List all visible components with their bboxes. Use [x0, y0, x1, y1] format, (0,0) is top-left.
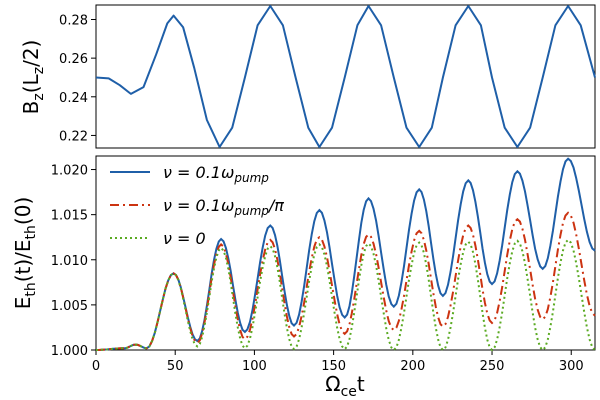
top-y-ticks: 0.22 0.24 0.26 0.28 — [59, 13, 96, 144]
bottom-y-tick-label: 1.020 — [51, 164, 88, 179]
bottom-plot-frame — [95, 155, 596, 351]
bottom-x-tick-label: 200 — [400, 359, 425, 374]
bottom-y-tick-label: 1.015 — [51, 209, 88, 224]
bz-series-line — [95, 5, 596, 148]
bottom-series-line-0 — [96, 157, 596, 351]
bottom-x-tick-label: 300 — [559, 359, 584, 374]
bottom-y-tick-label: 1.010 — [51, 254, 88, 269]
bottom-y-tick-label: 1.000 — [51, 344, 88, 359]
top-y-tick-label: 0.28 — [59, 13, 88, 28]
bottom-panel: 1.000 1.005 1.010 1.015 1.020 0 50 100 150 200 25… — [11, 155, 596, 400]
bottom-y-ticks: 1.000 1.005 1.010 1.015 1.020 — [51, 164, 96, 359]
bottom-x-tick-label: 50 — [167, 359, 184, 374]
bottom-y-axis-label: Eth(t)/Eth(0) — [11, 197, 39, 310]
top-y-tick-label: 0.26 — [59, 52, 88, 67]
legend-label-nu-pump: ν = 0.1ωpump — [163, 163, 269, 185]
bottom-x-tick-label: 100 — [242, 359, 267, 374]
top-y-tick-label: 0.22 — [59, 129, 88, 144]
legend-label-nu-pump-pi: ν = 0.1ωpump/π — [163, 196, 284, 218]
bottom-series-lines — [96, 157, 596, 352]
top-y-tick-label: 0.24 — [59, 91, 88, 106]
legend-label-nu-zero: ν = 0 — [163, 229, 206, 248]
top-panel: 0.22 0.24 0.26 0.28 Bz(Lz/2) — [19, 4, 596, 149]
bottom-x-tick-label: 150 — [321, 359, 346, 374]
bottom-x-axis-label: Ωcet — [325, 372, 365, 400]
legend: ν = 0.1ωpump ν = 0.1ωpump/π ν = 0 — [110, 163, 284, 248]
bottom-y-tick-label: 1.005 — [51, 299, 88, 314]
bottom-x-ticks: 0 50 100 150 200 250 300 — [92, 350, 584, 374]
bottom-x-tick-label: 250 — [480, 359, 505, 374]
bottom-series-line-1 — [96, 211, 596, 351]
bottom-x-tick-label: 0 — [92, 359, 100, 374]
top-y-axis-label: Bz(Lz/2) — [19, 40, 47, 115]
